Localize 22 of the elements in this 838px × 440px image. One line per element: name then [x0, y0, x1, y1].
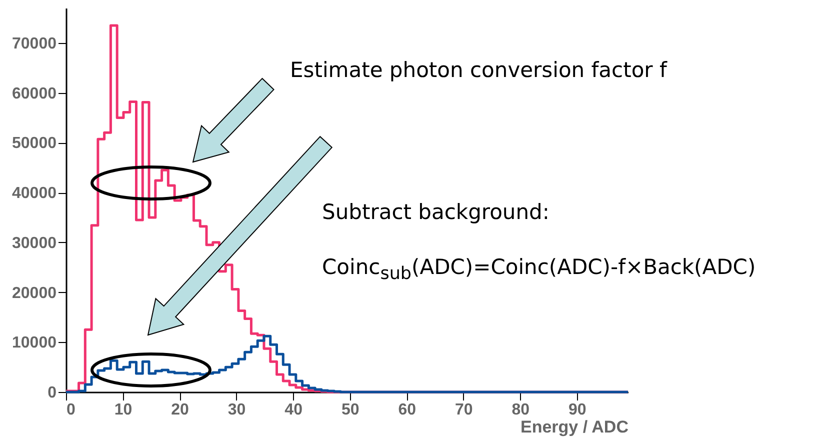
x-tick-label: 10	[114, 402, 132, 418]
x-tick-label: 0	[66, 402, 76, 418]
x-tick-label: 40	[284, 402, 303, 418]
annotation: Estimate photon conversion factor f	[290, 58, 667, 82]
y-tick-label: 30000	[12, 234, 57, 252]
x-tick-label: 70	[454, 402, 473, 418]
x-tick-label: 60	[398, 402, 416, 418]
y-tick-label: 20000	[12, 284, 57, 302]
y-tick-label: 40000	[12, 185, 57, 202]
x-tick-label: 50	[341, 402, 360, 418]
y-tick-label: 0	[48, 384, 57, 402]
x-tick-label: 90	[568, 402, 586, 418]
x-tick-label: 20	[171, 402, 190, 418]
annotation: Subtract background:	[322, 200, 550, 224]
y-tick-label: 50000	[12, 135, 57, 152]
y-tick-label: 60000	[12, 85, 57, 102]
y-tick-label: 10000	[12, 334, 57, 352]
y-tick-label: 70000	[12, 35, 57, 52]
annotation: Coinc$_{sub}$(ADC)=Coinc(ADC)-f×Back(ADC)	[322, 255, 756, 284]
x-tick-label: 80	[512, 402, 530, 418]
x-axis-title: Energy / ADC	[520, 418, 628, 436]
x-tick-label: 30	[228, 402, 246, 418]
